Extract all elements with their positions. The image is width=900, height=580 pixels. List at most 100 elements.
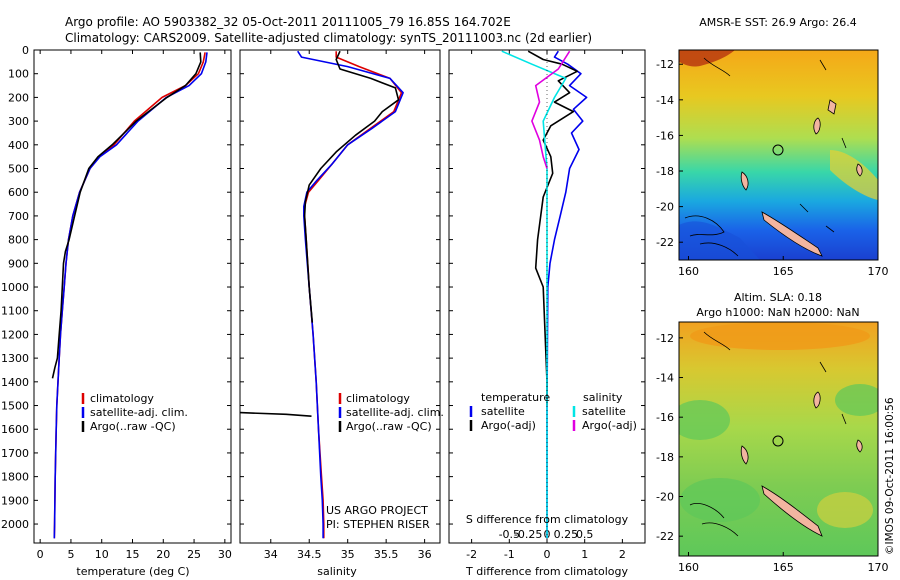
legend-t-satellite: satellite bbox=[481, 405, 525, 418]
lon-tick-label: 160 bbox=[678, 561, 699, 574]
depth-tick-label: 1600 bbox=[1, 423, 29, 436]
series-line-temperature-argo-adj bbox=[527, 50, 579, 406]
series-line-argo-raw-qc bbox=[51, 52, 202, 379]
legend-satellite: satellite-adj. clim. bbox=[346, 406, 444, 419]
depth-tick-label: 1200 bbox=[1, 328, 29, 341]
lon-tick-label: 165 bbox=[773, 561, 794, 574]
t-difference-axis-label: T difference from climatology bbox=[465, 565, 628, 578]
x-tick-label: 0 bbox=[37, 548, 44, 561]
imos-credit: ©IMOS 09-Oct-2011 16:00:56 bbox=[884, 397, 896, 555]
sla-map-axes: 160 165 170 -12 -14 -16 -18 -20 -22 bbox=[656, 332, 888, 574]
temperature-legend: climatology satellite-adj. clim. Argo(..… bbox=[81, 392, 188, 433]
depth-tick-label: 800 bbox=[8, 234, 29, 247]
sla-map bbox=[679, 322, 878, 556]
legend-t-argo: Argo(-adj) bbox=[481, 419, 536, 432]
depth-tick-label: 900 bbox=[8, 257, 29, 270]
pi-label: PI: STEPHEN RISER bbox=[326, 518, 430, 531]
legend-salinity-title: salinity bbox=[583, 391, 623, 404]
salinity-axis-label: salinity bbox=[317, 565, 357, 578]
x-tick-label: 5 bbox=[67, 548, 74, 561]
lat-tick-label: -18 bbox=[656, 451, 674, 464]
legend-argo: Argo(..raw -QC) bbox=[90, 420, 176, 433]
salinity-legend: climatology satellite-adj. clim. Argo(..… bbox=[338, 392, 444, 433]
depth-tick-label: 0 bbox=[22, 44, 29, 57]
lat-tick-label: -14 bbox=[656, 94, 674, 107]
lat-tick-label: -20 bbox=[656, 491, 674, 504]
lat-tick-label: -14 bbox=[656, 372, 674, 385]
temperature-series bbox=[51, 52, 208, 539]
legend-s-satellite: satellite bbox=[582, 405, 626, 418]
lat-tick-label: -22 bbox=[656, 530, 674, 543]
series-line-salinity-argo-adj bbox=[531, 50, 571, 169]
x-tick-label: 0 bbox=[544, 548, 551, 561]
figure-title-line2: Climatology: CARS2009. Satellite-adjuste… bbox=[65, 31, 592, 45]
x-tick-label: 35 bbox=[341, 548, 355, 561]
depth-tick-label: 1000 bbox=[1, 281, 29, 294]
x-tick-label-top: -0.5 bbox=[499, 528, 520, 541]
project-label: US ARGO PROJECT bbox=[326, 504, 428, 517]
depth-axis: 0 100 200 300 400 500 600 700 800 900 1000 1100 1200… bbox=[1, 44, 645, 531]
x-tick-label: 1 bbox=[581, 548, 588, 561]
lat-tick-label: -20 bbox=[656, 201, 674, 214]
lon-tick-label: 170 bbox=[868, 265, 889, 278]
t-difference-x-axis: -2 -1 0 1 2 bbox=[466, 50, 626, 561]
x-tick-label: 30 bbox=[218, 548, 232, 561]
depth-tick-label: 1700 bbox=[1, 447, 29, 460]
x-tick-label-top: 0.25 bbox=[554, 528, 579, 541]
depth-tick-label: 1900 bbox=[1, 494, 29, 507]
legend-satellite: satellite-adj. clim. bbox=[90, 406, 188, 419]
depth-tick-label: 1300 bbox=[1, 352, 29, 365]
sst-map-axes: 160 165 170 -12 -14 -16 -18 -20 -22 bbox=[656, 58, 888, 278]
sst-map bbox=[679, 50, 878, 260]
depth-tick-label: 200 bbox=[8, 91, 29, 104]
temperature-axis-label: temperature (deg C) bbox=[76, 565, 189, 578]
x-tick-label-top: -0.25 bbox=[514, 528, 542, 541]
x-tick-label: 2 bbox=[619, 548, 626, 561]
sla-map-subtitle: Argo h1000: NaN h2000: NaN bbox=[696, 306, 859, 319]
legend-s-argo: Argo(-adj) bbox=[582, 419, 637, 432]
salinity-panel bbox=[239, 49, 441, 544]
depth-tick-label: 1500 bbox=[1, 400, 29, 413]
series-line-temperature-satellite bbox=[546, 50, 588, 539]
difference-legend: temperature satellite Argo(-adj) salinit… bbox=[469, 391, 637, 432]
legend-climatology: climatology bbox=[346, 392, 410, 405]
depth-tick-label: 1100 bbox=[1, 305, 29, 318]
x-tick-label: 34.5 bbox=[297, 548, 322, 561]
lon-tick-label: 160 bbox=[678, 265, 699, 278]
salinity-x-axis: 34 34.5 35 35.5 36 bbox=[264, 50, 432, 561]
depth-tick-label: 2000 bbox=[1, 518, 29, 531]
s-difference-x-axis: -0.5-0.25 0 0.250.5 bbox=[499, 528, 594, 541]
figure-title-line1: Argo profile: AO 5903382_32 05-Oct-2011 … bbox=[65, 15, 511, 29]
sst-map-title: AMSR-E SST: 26.9 Argo: 26.4 bbox=[699, 16, 857, 29]
depth-tick-label: 400 bbox=[8, 139, 29, 152]
lat-tick-label: -16 bbox=[656, 411, 674, 424]
lat-tick-label: -18 bbox=[656, 165, 674, 178]
depth-tick-label: 300 bbox=[8, 115, 29, 128]
depth-tick-label: 500 bbox=[8, 163, 29, 176]
x-tick-label-top: 0.5 bbox=[576, 528, 594, 541]
depth-tick-label: 700 bbox=[8, 210, 29, 223]
s-difference-axis-label: S difference from climatology bbox=[466, 513, 629, 526]
x-tick-label: 10 bbox=[95, 548, 109, 561]
series-line-argo-raw-qc-salinity-spike bbox=[239, 411, 312, 417]
x-tick-label: 34 bbox=[264, 548, 278, 561]
legend-argo: Argo(..raw -QC) bbox=[346, 420, 432, 433]
temperature-panel bbox=[33, 49, 232, 544]
series-line-argo-raw-qc bbox=[303, 50, 400, 323]
x-tick-label: -1 bbox=[504, 548, 515, 561]
argo-location-marker bbox=[772, 144, 784, 156]
depth-tick-label: 1800 bbox=[1, 471, 29, 484]
lat-tick-label: -12 bbox=[656, 58, 674, 71]
argo-location-marker bbox=[772, 435, 784, 447]
temperature-x-axis: 0 5 10 15 20 25 30 bbox=[37, 50, 232, 561]
x-tick-label: 15 bbox=[126, 548, 140, 561]
lon-tick-label: 165 bbox=[773, 265, 794, 278]
sla-map-title: Altim. SLA: 0.18 bbox=[734, 291, 822, 304]
depth-tick-label: 1400 bbox=[1, 376, 29, 389]
lon-tick-label: 170 bbox=[868, 561, 889, 574]
lat-tick-label: -12 bbox=[656, 332, 674, 345]
legend-climatology: climatology bbox=[90, 392, 154, 405]
depth-tick-label: 600 bbox=[8, 186, 29, 199]
x-tick-label: -2 bbox=[466, 548, 477, 561]
